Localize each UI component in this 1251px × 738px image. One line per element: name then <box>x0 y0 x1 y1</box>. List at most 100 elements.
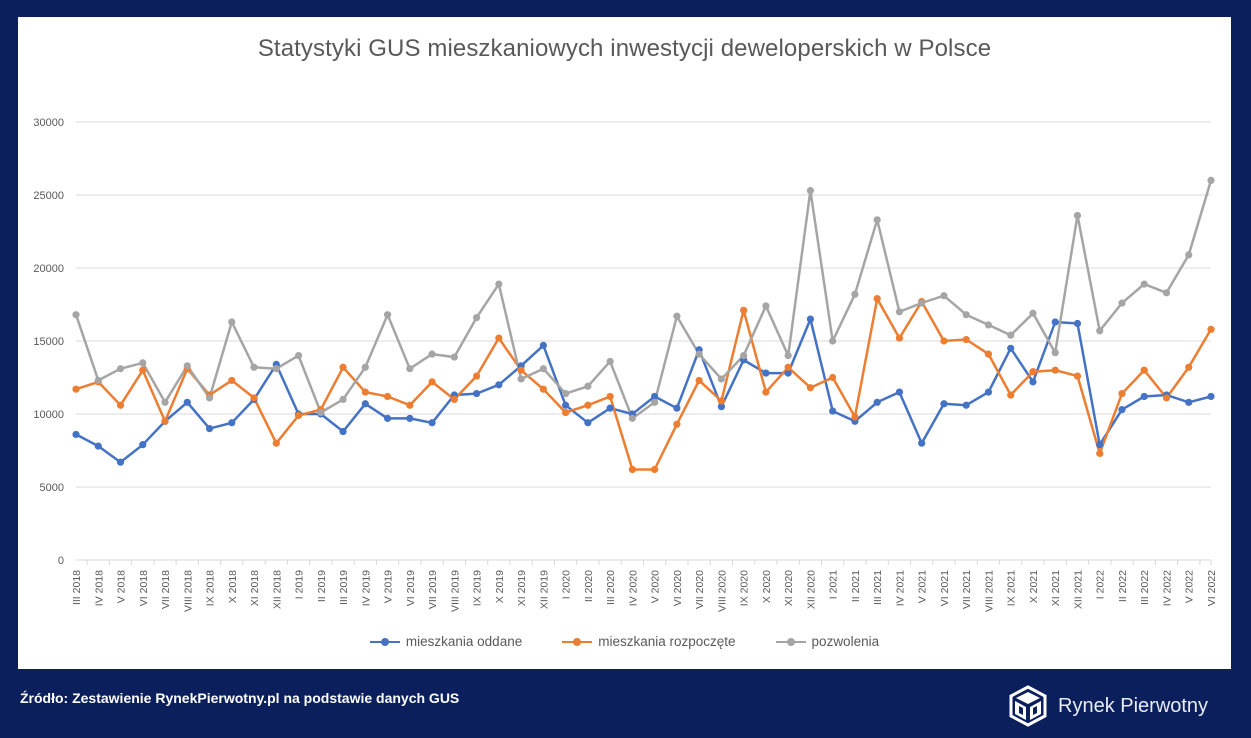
data-point-0 <box>205 425 214 433</box>
data-point-1 <box>873 295 881 303</box>
x-tick-label: III 2019 <box>338 570 350 605</box>
data-point-2 <box>1185 251 1193 259</box>
x-tick-label: VIII 2018 <box>182 570 194 612</box>
x-tick-label: VI 2019 <box>405 570 417 606</box>
data-point-0 <box>1007 344 1015 352</box>
data-point-0 <box>873 398 881 406</box>
data-point-1 <box>673 420 681 428</box>
x-tick-label: I 2020 <box>561 570 573 599</box>
data-point-1 <box>539 385 547 393</box>
x-tick-label: VI 2020 <box>672 570 684 606</box>
data-point-1 <box>1118 389 1126 398</box>
x-tick-label: VIII 2021 <box>983 570 995 612</box>
x-tick-label: VII 2020 <box>694 570 706 609</box>
data-point-2 <box>450 353 458 361</box>
legend-item: mieszkania rozpoczęte <box>562 634 736 649</box>
data-point-2 <box>1096 327 1104 335</box>
data-point-1 <box>495 334 503 342</box>
x-tick-label: IV 2021 <box>894 570 906 606</box>
data-point-0 <box>584 419 592 427</box>
data-point-1 <box>895 334 904 342</box>
data-point-1 <box>361 388 369 396</box>
data-point-2 <box>406 365 414 373</box>
data-point-0 <box>1051 318 1059 326</box>
data-point-2 <box>1118 299 1126 307</box>
data-point-0 <box>339 427 347 436</box>
x-tick-label: VII 2019 <box>427 570 439 609</box>
data-point-1 <box>450 395 458 403</box>
data-point-1 <box>940 337 948 345</box>
x-tick-label: XII 2020 <box>805 570 817 609</box>
data-point-2 <box>294 352 303 360</box>
data-point-1 <box>428 378 436 386</box>
data-point-0 <box>94 442 102 450</box>
data-point-1 <box>962 335 970 344</box>
data-point-2 <box>673 312 681 320</box>
y-tick-label: 20000 <box>33 263 64 275</box>
x-tick-label: X 2021 <box>1028 570 1040 603</box>
y-tick-label: 5000 <box>40 482 64 494</box>
x-tick-label: IV 2022 <box>1161 570 1173 606</box>
x-tick-label: VI 2022 <box>1206 570 1218 606</box>
x-tick-label: IX 2021 <box>1006 570 1018 606</box>
x-tick-label: II 2020 <box>583 570 595 602</box>
data-point-2 <box>851 290 859 298</box>
legend-swatch <box>775 636 806 648</box>
data-point-1 <box>1140 366 1148 374</box>
data-point-0 <box>562 401 570 409</box>
source-note: Źródło: Zestawienie RynekPierwotny.pl na… <box>20 690 460 706</box>
data-point-2 <box>762 302 770 310</box>
data-point-1 <box>406 401 414 409</box>
data-point-0 <box>918 439 926 447</box>
data-point-0 <box>116 458 125 466</box>
data-point-0 <box>651 392 659 401</box>
data-point-2 <box>1073 211 1082 220</box>
x-tick-label: IV 2019 <box>360 570 372 606</box>
data-point-1 <box>1007 391 1015 399</box>
data-point-0 <box>139 441 147 449</box>
x-tick-label: III 2020 <box>605 570 617 605</box>
data-point-1 <box>851 413 859 421</box>
data-point-0 <box>495 381 503 389</box>
data-point-2 <box>94 376 102 385</box>
x-tick-label: IX 2020 <box>739 570 751 606</box>
data-point-0 <box>829 407 837 415</box>
data-point-1 <box>1162 394 1171 402</box>
data-point-2 <box>250 363 258 371</box>
data-point-0 <box>606 404 614 412</box>
data-point-1 <box>139 366 147 374</box>
data-point-2 <box>428 350 436 358</box>
data-point-2 <box>116 365 125 373</box>
data-point-2 <box>72 311 80 319</box>
data-point-2 <box>361 363 369 371</box>
data-point-2 <box>806 187 815 195</box>
data-point-0 <box>940 400 948 408</box>
chart-legend: mieszkania oddane mieszkania rozpoczęte po… <box>18 634 1231 649</box>
brand-logo[interactable]: Rynek Pierwotny <box>1006 684 1208 728</box>
data-point-2 <box>606 357 614 366</box>
legend-item: mieszkania oddane <box>369 634 523 649</box>
data-point-2 <box>161 398 169 406</box>
y-tick-label: 30000 <box>33 117 64 129</box>
data-point-2 <box>1051 349 1059 357</box>
data-point-1 <box>784 363 792 371</box>
data-point-2 <box>539 365 547 373</box>
x-tick-label: III 2021 <box>872 570 884 605</box>
data-point-1 <box>717 397 725 405</box>
data-point-2 <box>1162 289 1171 297</box>
data-point-0 <box>1029 378 1037 386</box>
data-point-0 <box>228 419 236 427</box>
data-point-0 <box>762 369 770 377</box>
y-tick-label: 25000 <box>33 190 64 202</box>
data-point-2 <box>228 318 236 326</box>
data-point-1 <box>984 350 993 358</box>
x-tick-label: IV 2018 <box>93 570 105 606</box>
legend-label: pozwolenia <box>811 634 880 649</box>
data-point-0 <box>984 388 993 396</box>
legend-label: mieszkania oddane <box>405 634 523 649</box>
data-point-2 <box>962 311 970 319</box>
data-point-0 <box>361 400 369 408</box>
y-tick-label: 10000 <box>33 409 64 421</box>
data-point-0 <box>428 419 436 427</box>
data-point-0 <box>183 398 191 406</box>
